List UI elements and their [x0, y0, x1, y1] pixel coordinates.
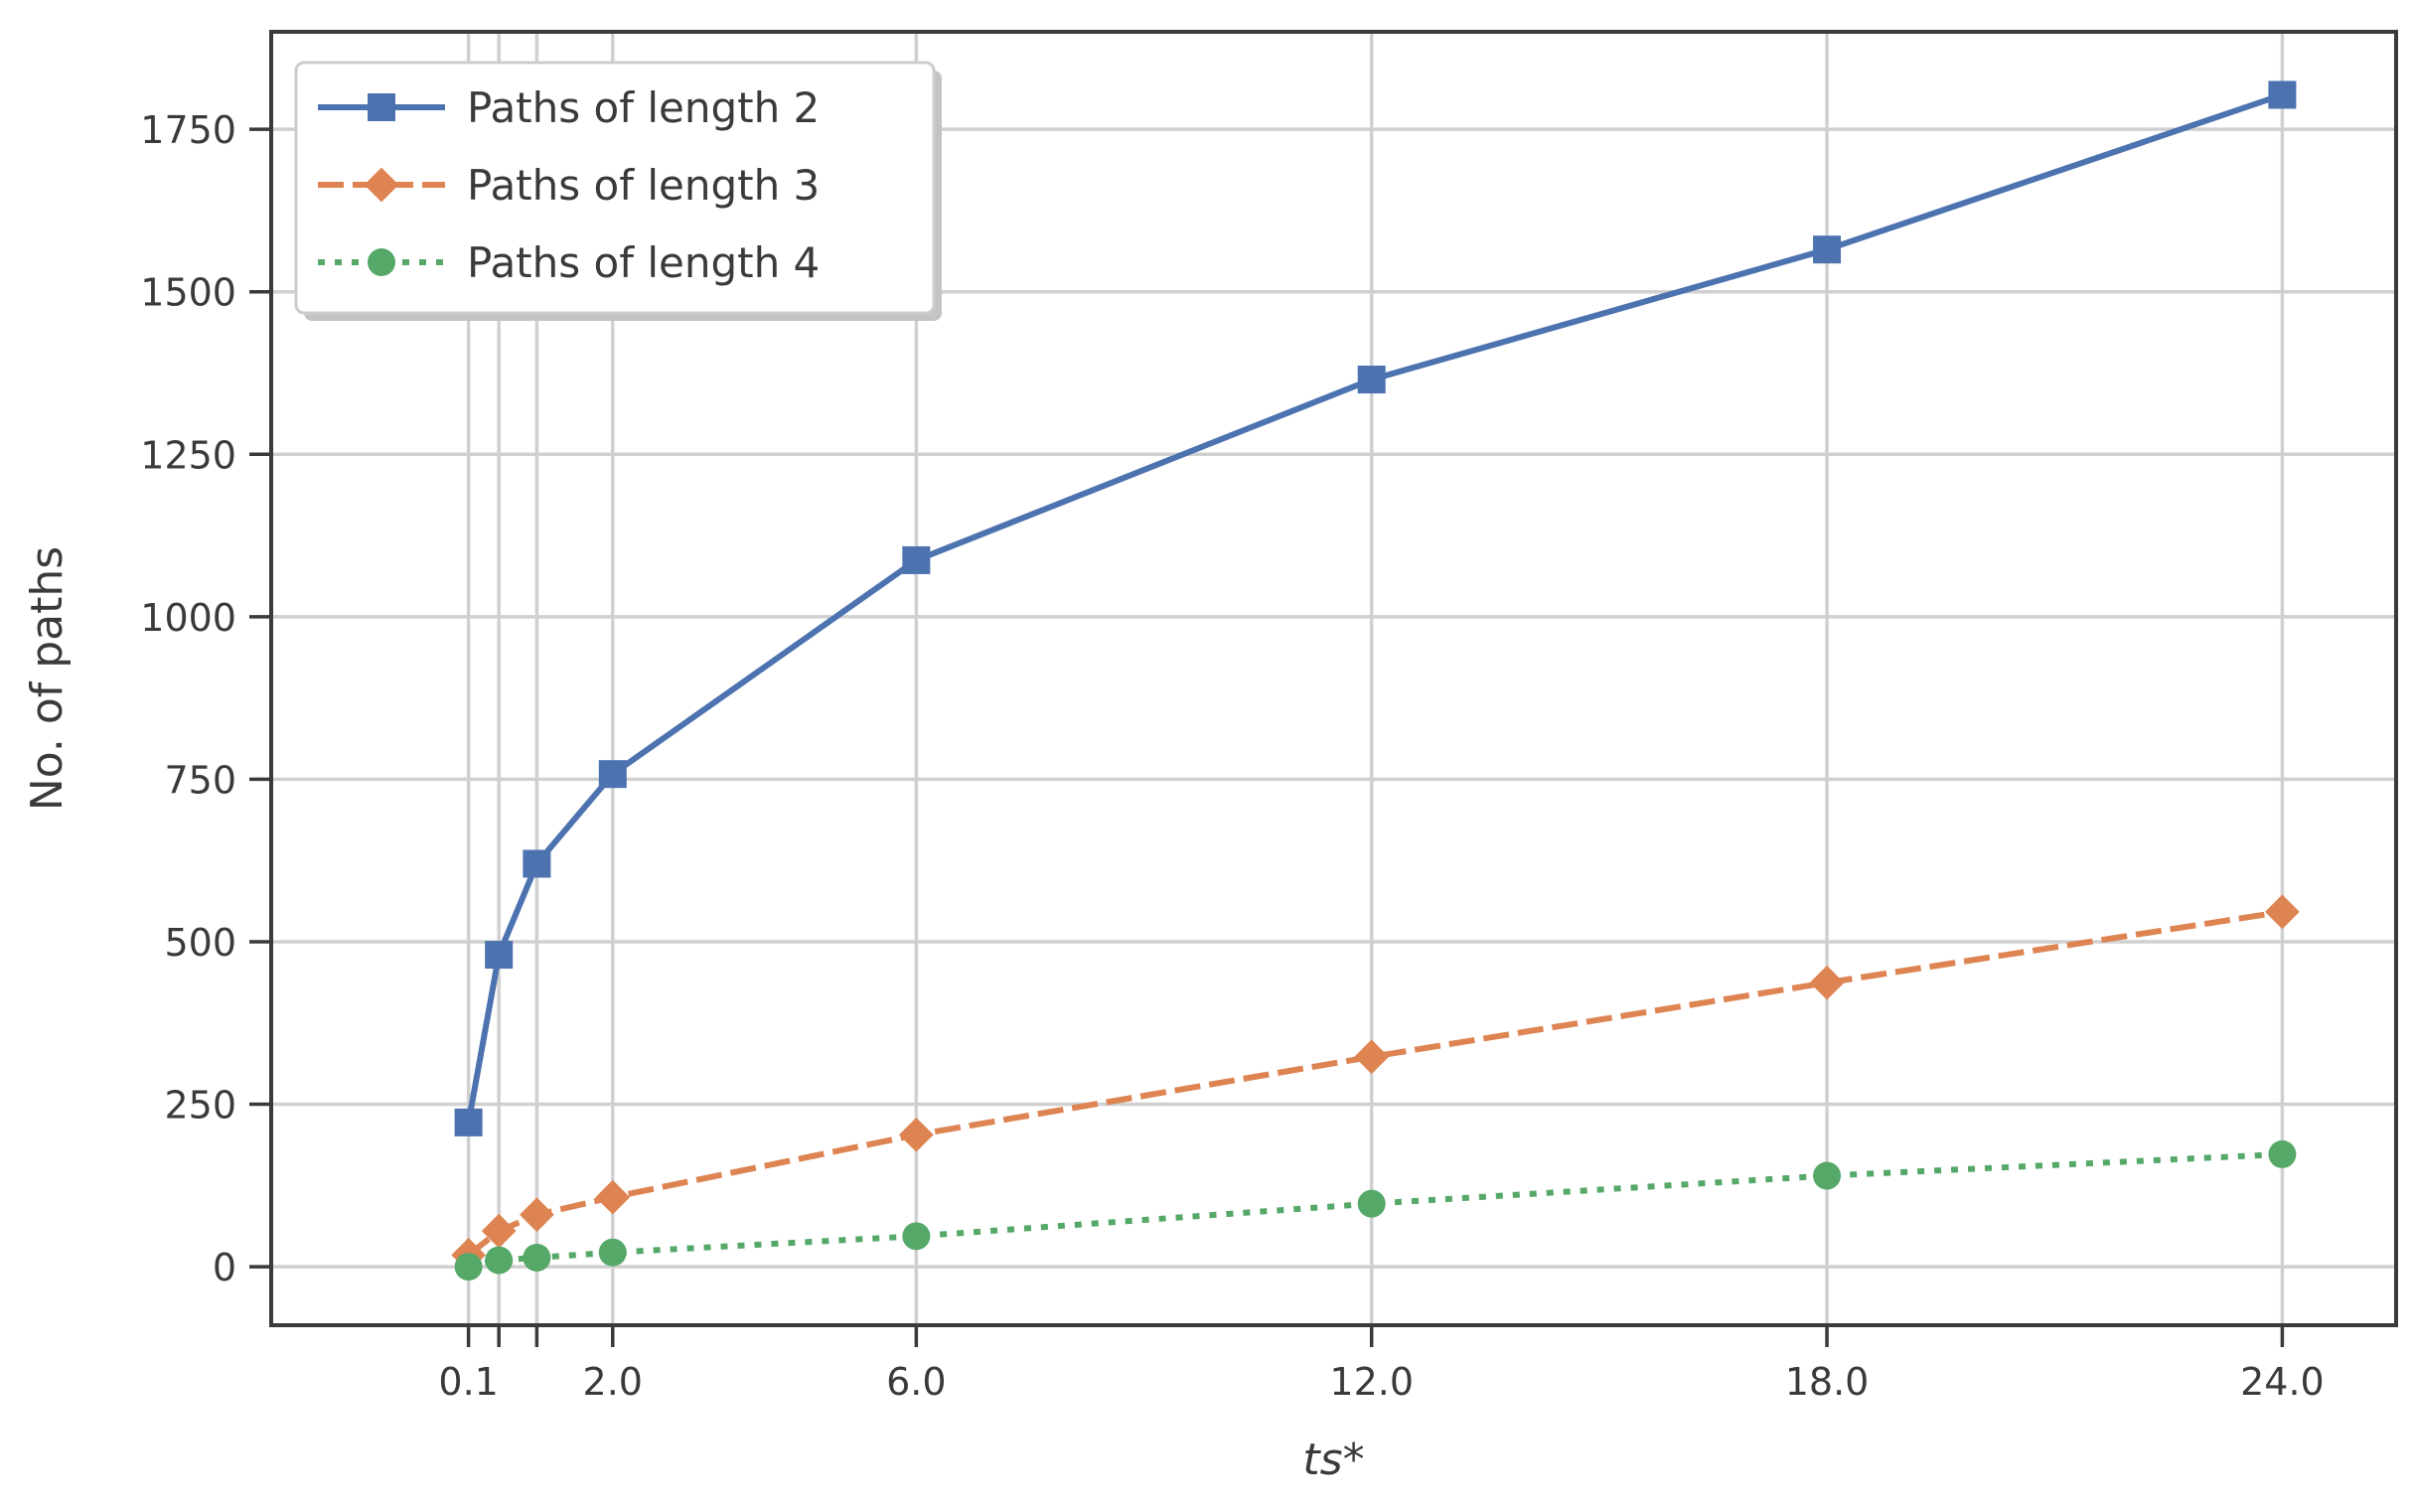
y-tick-label: 500	[164, 921, 236, 965]
data-point-length-4	[1813, 1161, 1842, 1190]
data-point-length-2	[454, 1108, 483, 1136]
x-tick-label: 2.0	[583, 1360, 643, 1404]
series-layer	[451, 80, 2300, 1282]
x-tick-label: 12.0	[1329, 1360, 1414, 1404]
plot-frame	[269, 30, 2398, 1327]
y-tick-label: 1250	[140, 433, 236, 477]
data-point-length-2	[598, 760, 627, 789]
legend-label-length-3: Paths of length 3	[467, 161, 820, 210]
y-tick-label: 1500	[140, 271, 236, 315]
legend-label-length-4: Paths of length 4	[467, 238, 820, 287]
data-point-length-4	[598, 1238, 627, 1267]
data-point-length-3	[1354, 1039, 1390, 1075]
data-point-length-3	[481, 1213, 517, 1249]
data-point-length-3	[898, 1117, 934, 1152]
y-tick-label: 750	[164, 758, 236, 802]
data-point-length-4	[2268, 1139, 2297, 1168]
legend-marker-length-3	[364, 167, 399, 203]
data-point-length-3	[595, 1179, 631, 1215]
x-tick-label: 24.0	[2240, 1360, 2325, 1404]
x-tick-label: 6.0	[886, 1360, 946, 1404]
data-point-length-4	[1357, 1189, 1386, 1218]
data-point-length-4	[523, 1243, 551, 1272]
data-point-length-3	[520, 1197, 554, 1233]
data-point-length-2	[1357, 366, 1386, 394]
x-tick-label: 0.1	[438, 1360, 498, 1404]
data-point-length-4	[485, 1246, 514, 1275]
legend-box	[294, 61, 936, 315]
series-length-2	[454, 80, 2297, 1136]
x-axis-title: ts*	[1302, 1435, 1364, 1485]
y-tick-label: 250	[164, 1084, 236, 1128]
y-tick-label: 1750	[140, 108, 236, 152]
y-tick-label: 1000	[140, 596, 236, 640]
y-axis-title: No. of paths	[22, 546, 73, 811]
y-tick-label: 0	[213, 1246, 236, 1289]
data-point-length-2	[1813, 235, 1842, 264]
series-line-length-2	[465, 91, 2284, 1124]
data-point-length-4	[902, 1222, 931, 1251]
legend-marker-length-2	[368, 93, 395, 121]
data-point-length-3	[2265, 894, 2300, 930]
data-point-length-2	[2268, 80, 2297, 109]
legend-marker-length-4	[368, 248, 395, 276]
series-length-4	[454, 1139, 2297, 1282]
x-tick-label: 18.0	[1785, 1360, 1870, 1404]
ticks: 0.1 2.0 6.0 12.0 18.0 24.0 0 250 500 750 1000 1250 1…	[140, 108, 2324, 1404]
data-point-length-2	[902, 545, 931, 574]
legend-label-length-2: Paths of length 2	[467, 83, 820, 132]
data-point-length-4	[454, 1253, 483, 1282]
data-point-length-2	[485, 941, 514, 970]
data-point-length-3	[1809, 965, 1845, 1000]
data-point-length-2	[523, 849, 551, 878]
legend: Paths of length 2 Paths of length 3 Paths …	[294, 61, 942, 321]
